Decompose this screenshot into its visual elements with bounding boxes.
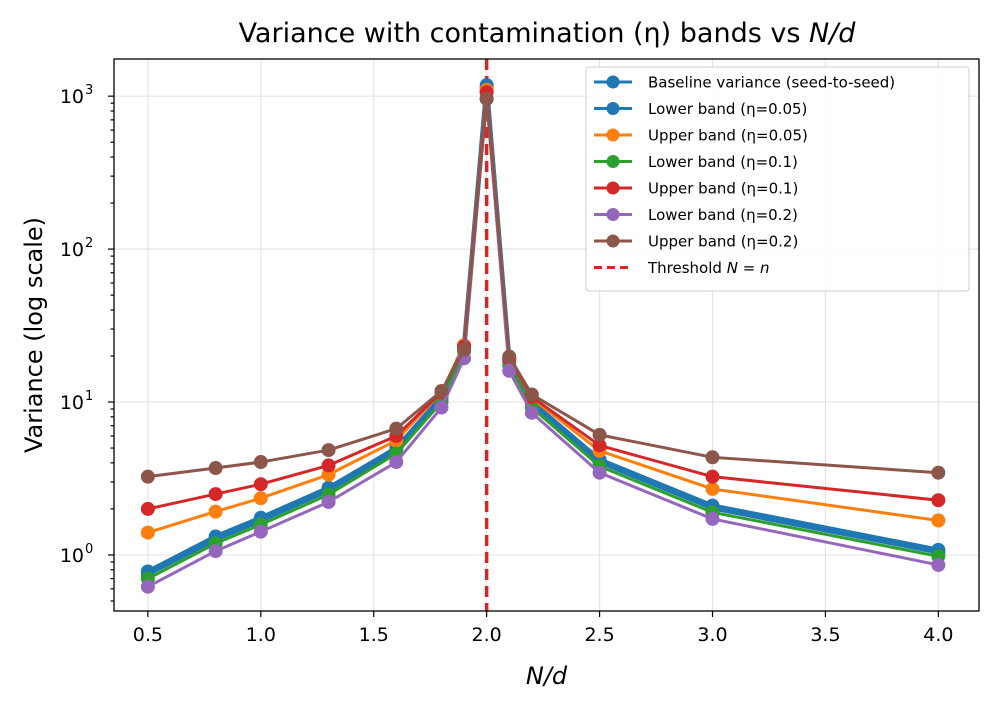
legend-marker <box>606 208 620 221</box>
data-point <box>253 455 268 470</box>
data-point <box>140 579 155 594</box>
data-point <box>389 455 404 470</box>
legend-label: Lower band (η=0.1) <box>648 153 798 171</box>
data-point <box>253 524 268 539</box>
data-point <box>524 405 539 420</box>
legend-marker <box>606 102 620 115</box>
legend-item: Lower band (η=0.2) <box>594 206 798 224</box>
y-tick-label: 10 <box>60 86 84 108</box>
data-point <box>434 400 449 415</box>
data-point <box>321 443 336 458</box>
legend-item: Upper band (η=0.05) <box>594 127 808 145</box>
data-point <box>140 501 155 516</box>
legend-marker <box>606 155 620 168</box>
data-point <box>321 458 336 473</box>
legend-label: Upper band (η=0.1) <box>648 180 798 198</box>
legend-marker <box>606 75 620 89</box>
legend-item: Upper band (η=0.1) <box>594 180 798 198</box>
legend-label: Lower band (η=0.2) <box>648 206 798 224</box>
plot-frame <box>113 58 980 612</box>
data-point <box>705 511 720 526</box>
data-point <box>931 557 946 572</box>
legend: Baseline variance (seed-to-seed) Lower ba… <box>585 66 970 292</box>
data-point <box>140 525 155 540</box>
legend-label: Lower band (η=0.05) <box>648 100 807 118</box>
x-tick-label: 1.0 <box>246 624 276 646</box>
y-tick-exponent: 2 <box>85 236 93 251</box>
legend-threshold-prefix: Threshold <box>647 259 727 277</box>
data-point <box>931 465 946 480</box>
chart-title-italic: N/d <box>809 18 856 49</box>
data-point <box>705 450 720 465</box>
data-point <box>705 469 720 484</box>
data-point <box>208 487 223 502</box>
data-point <box>705 481 720 496</box>
data-point <box>321 494 336 509</box>
data-point <box>592 427 607 442</box>
x-axis-label: N/d <box>526 662 568 690</box>
legend-item-threshold: Threshold N = n <box>594 259 770 277</box>
legend-marker <box>606 234 620 248</box>
legend-label: Upper band (η=0.2) <box>648 233 798 251</box>
legend-label: Threshold N = n <box>647 259 770 277</box>
x-tick-label: 2.5 <box>584 624 614 646</box>
x-tick-label: 4.0 <box>923 624 953 646</box>
data-point <box>502 363 517 378</box>
data-point <box>524 387 539 402</box>
legend-marker <box>606 128 620 142</box>
data-point <box>208 544 223 559</box>
legend-threshold-math: N = n <box>727 259 770 277</box>
data-point <box>457 342 472 357</box>
legend-item: Baseline variance (seed-to-seed) <box>594 74 895 92</box>
data-point <box>931 513 946 528</box>
chart-title: Variance with contamination (η) bands vs… <box>239 18 857 49</box>
x-tick-label: 3.5 <box>810 624 840 646</box>
x-tick-label: 2.0 <box>472 624 502 646</box>
legend-item: Lower band (η=0.05) <box>594 100 807 118</box>
y-tick-label: 10 <box>60 239 84 261</box>
x-tick-label: 1.5 <box>359 624 389 646</box>
y-tick-exponent: 3 <box>85 83 93 98</box>
data-point <box>592 438 607 453</box>
legend-marker <box>606 181 620 195</box>
y-axis-label: Variance (log scale) <box>20 217 48 453</box>
legend-item: Upper band (η=0.2) <box>594 233 798 251</box>
y-tick-label: 10 <box>60 392 84 414</box>
series-layer <box>140 78 946 594</box>
data-point <box>502 349 517 364</box>
data-point <box>479 91 494 106</box>
legend-item: Lower band (η=0.1) <box>594 153 798 171</box>
data-point <box>140 469 155 484</box>
data-point <box>253 491 268 506</box>
chart-title-prefix: Variance with contamination (η) bands vs <box>239 18 809 49</box>
data-point <box>931 493 946 508</box>
data-point <box>208 461 223 476</box>
data-point <box>208 504 223 519</box>
legend-box <box>585 66 970 292</box>
data-point <box>434 384 449 399</box>
data-point <box>253 477 268 492</box>
series-6 <box>140 91 946 484</box>
y-tick-label: 10 <box>60 545 84 567</box>
data-point <box>592 465 607 480</box>
legend-label: Baseline variance (seed-to-seed) <box>648 74 895 92</box>
data-point <box>389 421 404 436</box>
x-tick-label: 0.5 <box>133 624 163 646</box>
x-tick-label: 3.0 <box>697 624 727 646</box>
legend-label: Upper band (η=0.05) <box>648 127 808 145</box>
y-tick-exponent: 1 <box>85 389 93 404</box>
y-tick-exponent: 0 <box>85 542 93 557</box>
